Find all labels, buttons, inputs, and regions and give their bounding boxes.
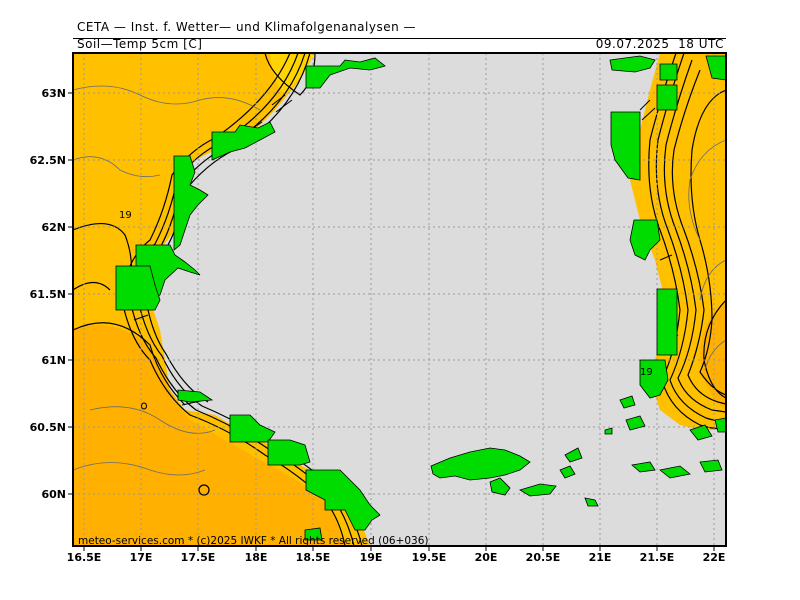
borders — [73, 85, 726, 476]
finland-contour-bands — [648, 53, 726, 430]
sweden-warm-region — [73, 325, 345, 546]
lon-label: 18E — [245, 551, 268, 564]
lon-label: 19.5E — [412, 551, 447, 564]
lat-label: 61.5N — [30, 288, 66, 301]
contour-loop — [198, 484, 210, 496]
parameter-label: Soil—Temp 5cm [C] — [77, 37, 203, 51]
lat-label: 60.5N — [30, 421, 66, 434]
lat-label: 62.5N — [30, 154, 66, 167]
sweden-cool-region — [270, 53, 315, 95]
lat-label: 60N — [41, 488, 66, 501]
finland-warm-region — [700, 300, 726, 410]
lat-label: 61N — [41, 354, 66, 367]
header-separator — [73, 38, 726, 39]
lon-label: 17.5E — [181, 551, 216, 564]
contour-loop — [141, 402, 147, 410]
lon-label: 18.5E — [296, 551, 331, 564]
contour-label: 19 — [640, 367, 653, 378]
map-frame — [72, 52, 727, 547]
copyright-credit: meteo-services.com * (c)2025 IWKF * All … — [78, 535, 429, 547]
coastal-islands — [115, 55, 726, 541]
finland-land — [630, 53, 726, 430]
latitude-labels: 63N 62.5N 62N 61.5N 61N 60.5N 60N — [30, 87, 66, 501]
institute-title: CETA — Inst. f. Wetter— und Klimafolgena… — [77, 20, 417, 34]
lon-label: 19E — [360, 551, 383, 564]
lon-label: 17E — [130, 551, 153, 564]
lon-label: 16.5E — [67, 551, 102, 564]
lon-label: 22E — [703, 551, 726, 564]
lon-label: 21.5E — [640, 551, 675, 564]
lat-label: 63N — [41, 87, 66, 100]
lon-label: 21E — [589, 551, 612, 564]
lat-label: 62N — [41, 221, 66, 234]
lon-label: 20.5E — [526, 551, 561, 564]
tick-marks — [68, 92, 715, 551]
valid-time: 09.07.2025 18 UTC — [595, 37, 724, 51]
contour-label: 19 — [119, 210, 132, 221]
longitude-labels: 16.5E 17E 17.5E 18E 18.5E 19E 19.5E 20E … — [67, 551, 726, 564]
lon-label: 20E — [475, 551, 498, 564]
